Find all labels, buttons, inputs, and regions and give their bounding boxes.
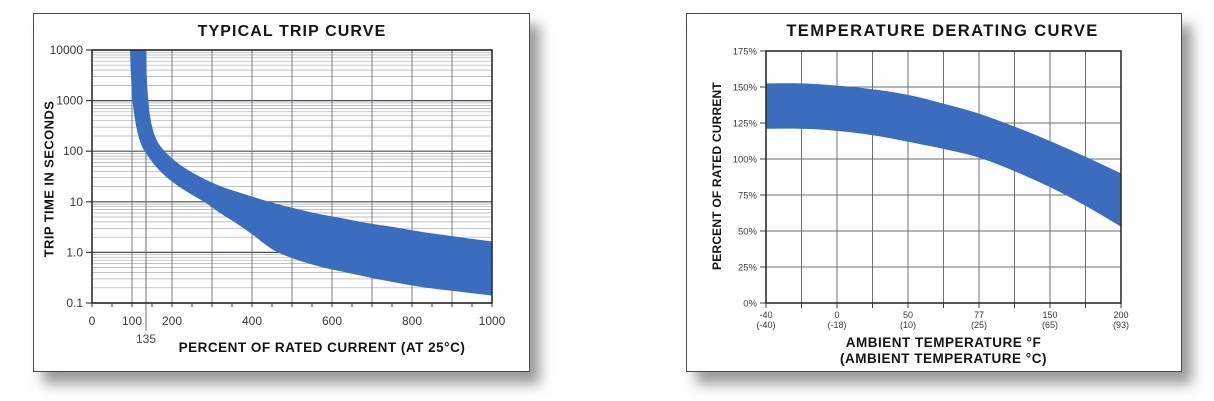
tick-label: 175% (733, 47, 758, 58)
tick-label-c: (10) (900, 320, 916, 330)
tick-label-f: 50 (903, 310, 913, 320)
x-tick-labels: 0 100 200 400 600 800 1000 135 (89, 314, 506, 346)
tick-label-f: 150 (1042, 310, 1057, 320)
tick-label: 100% (733, 155, 758, 166)
tick-label-c: (65) (1042, 320, 1058, 330)
tick-label: 1000 (479, 314, 506, 328)
derating-plot: -40(-40) 0(-18) 50(10) 77(25) 150(65) 200(93)… (733, 47, 1129, 331)
tick-label: 10000 (50, 43, 84, 57)
axis-ticks (760, 50, 1122, 308)
tick-label: 0 (89, 314, 96, 328)
tick-label-135: 135 (136, 332, 156, 346)
tick-label: 600 (322, 314, 342, 328)
derating-x-axis-title: AMBIENT TEMPERATURE °F (AMBIENT TEMPERAT… (766, 335, 1121, 367)
trip-x-axis-title: PERCENT OF RATED CURRENT (AT 25°C) (178, 340, 466, 355)
tick-label-f: 0 (834, 310, 839, 320)
plot-border (765, 50, 1122, 304)
tick-label-f: 77 (974, 310, 984, 320)
trip-curve-plot: 0 100 200 400 600 800 1000 135 10000 1000 100 10 1.0… (50, 43, 506, 346)
plot-border (91, 49, 493, 304)
trip-curve-title: TYPICAL TRIP CURVE (197, 23, 387, 40)
x-tick-labels: -40(-40) 0(-18) 50(10) 77(25) 150(65) 200(93) (756, 310, 1129, 330)
tick-label: 400 (242, 314, 262, 328)
tick-label-c: (-40) (756, 320, 775, 330)
tick-label: 150% (733, 83, 758, 94)
tick-label: 75% (738, 191, 758, 202)
tick-label: 1000 (56, 94, 83, 108)
tick-label: 10 (70, 195, 84, 209)
tick-label: 50% (738, 227, 758, 238)
derating-title: TEMPERATURE DERATING CURVE (786, 22, 1099, 40)
trip-time-band (130, 50, 492, 296)
tick-label-c: (93) (1113, 320, 1129, 330)
tick-label-c: (-18) (827, 320, 846, 330)
tick-label: 100 (122, 314, 142, 328)
derating-x-axis-title-f: AMBIENT TEMPERATURE °F (845, 335, 1042, 350)
tick-label: 100 (63, 144, 83, 158)
tick-label: 1.0 (66, 245, 83, 259)
tick-label: 0% (743, 299, 757, 310)
tick-label: 800 (402, 314, 422, 328)
derating-x-axis-title-c: (AMBIENT TEMPERATURE °C) (840, 351, 1047, 366)
tick-label: 125% (733, 119, 758, 130)
tick-label-c: (25) (971, 320, 987, 330)
derating-curve-panel: TEMPERATURE DERATING CURVE PERCENT OF RA… (686, 13, 1182, 372)
y-tick-labels: 10000 1000 100 10 1.0 0.1 (50, 43, 84, 310)
tick-label: 25% (738, 263, 758, 274)
tick-label: 200 (162, 314, 182, 328)
trip-curve-panel: TYPICAL TRIP CURVE TRIP TIME IN SECONDS … (33, 13, 530, 372)
tick-label: 0.1 (66, 296, 83, 310)
tick-label-f: -40 (759, 310, 772, 320)
tick-label-f: 200 (1113, 310, 1128, 320)
y-tick-labels: 175% 150% 125% 100% 75% 50% 25% 0% (733, 47, 758, 310)
derating-band (766, 83, 1121, 227)
